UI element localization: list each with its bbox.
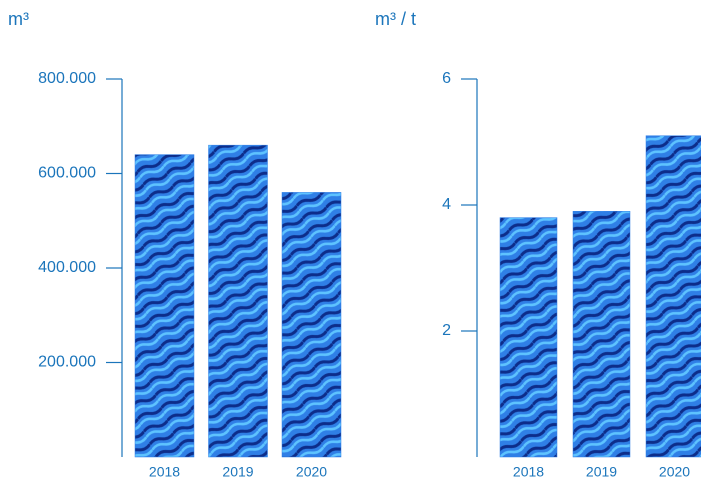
bar xyxy=(499,217,558,458)
y-tick-label: 200.000 xyxy=(38,354,96,371)
x-tick-label: 2018 xyxy=(513,464,544,480)
x-tick-label: 2019 xyxy=(586,464,617,480)
x-tick-label: 2018 xyxy=(149,464,180,480)
bar xyxy=(134,154,195,458)
x-tick-label: 2020 xyxy=(296,464,327,480)
y-tick-label: 4 xyxy=(442,196,451,213)
y-tick-label: 400.000 xyxy=(38,259,96,276)
x-tick-label: 2020 xyxy=(659,464,690,480)
y-tick-label: 800.000 xyxy=(38,70,96,87)
bar xyxy=(572,211,631,458)
chart-title: m³ xyxy=(8,9,29,29)
bar xyxy=(208,144,268,458)
y-tick-label: 2 xyxy=(442,322,451,339)
chart-title: m³ / t xyxy=(375,9,416,29)
x-tick-label: 2019 xyxy=(222,464,253,480)
bar xyxy=(645,135,701,458)
y-tick-label: 600.000 xyxy=(38,165,96,182)
y-tick-label: 6 xyxy=(442,70,451,87)
bar xyxy=(281,192,342,458)
